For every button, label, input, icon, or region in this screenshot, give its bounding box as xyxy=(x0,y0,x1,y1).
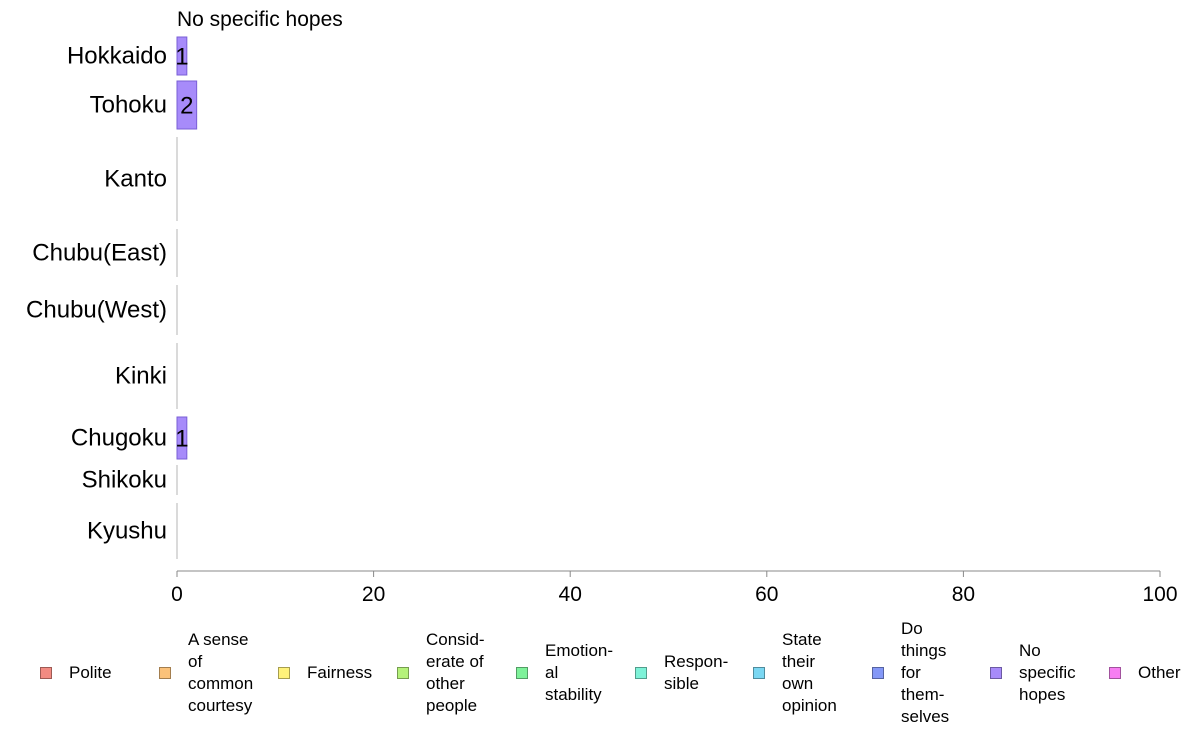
legend-swatch xyxy=(1109,667,1121,679)
data-label: 1 xyxy=(175,44,188,71)
legend-swatch xyxy=(872,667,884,679)
x-tick-label: 60 xyxy=(755,583,778,606)
legend-swatch xyxy=(516,667,528,679)
category-label: Chubu(East) xyxy=(32,240,167,267)
x-tick-label: 80 xyxy=(952,583,975,606)
category-label: Tohoku xyxy=(90,92,167,119)
legend-swatch xyxy=(753,667,765,679)
legend-label: Do things for them- selves xyxy=(901,619,950,726)
category-label: Kanto xyxy=(104,166,167,193)
legend-swatch xyxy=(40,667,52,679)
bar xyxy=(176,416,188,460)
legend-label: Fairness xyxy=(307,663,373,682)
legend-swatch xyxy=(397,667,409,679)
x-tick-label: 100 xyxy=(1142,583,1177,606)
chart-title: No specific hopes xyxy=(177,8,343,31)
bar xyxy=(176,80,198,130)
legend-swatch xyxy=(278,667,290,679)
data-label: 1 xyxy=(175,426,188,453)
legend-label: No specific hopes xyxy=(1019,641,1076,704)
legend: Polite A sense of common courtesy Fairness… xyxy=(0,618,1188,736)
bar xyxy=(176,36,188,76)
x-tick-label: 20 xyxy=(362,583,385,606)
legend-label: A sense of common courtesy xyxy=(188,630,254,715)
legend-label: State their own opinion xyxy=(782,630,837,715)
legend-swatch xyxy=(635,667,647,679)
x-axis: 0 20 40 60 80 100 xyxy=(171,570,1178,606)
legend-swatch xyxy=(159,667,171,679)
category-label: Shikoku xyxy=(82,467,167,494)
data-label: 2 xyxy=(180,93,193,120)
legend-label: Consid- erate of other people xyxy=(426,630,485,715)
legend-swatch xyxy=(990,667,1002,679)
category-label: Chubu(West) xyxy=(26,297,167,324)
category-label: Chugoku xyxy=(71,425,167,452)
legend-label: Polite xyxy=(69,663,112,682)
x-tick-label: 40 xyxy=(559,583,582,606)
bars-group: Hokkaido 1 Tohoku 2 Kanto Chubu(East) Chubu(We… xyxy=(26,36,198,559)
legend-label: Other xyxy=(1138,663,1181,682)
bar-chart: No specific hopes Hokkaido 1 Tohoku 2 Kanto C… xyxy=(26,8,1178,606)
x-tick-label: 0 xyxy=(171,583,183,606)
legend-label: Emotion- al stability xyxy=(545,641,614,704)
legend-label: Respon- sible xyxy=(664,652,729,693)
category-label: Kinki xyxy=(115,363,167,390)
category-label: Kyushu xyxy=(87,518,167,545)
category-label: Hokkaido xyxy=(67,43,167,70)
